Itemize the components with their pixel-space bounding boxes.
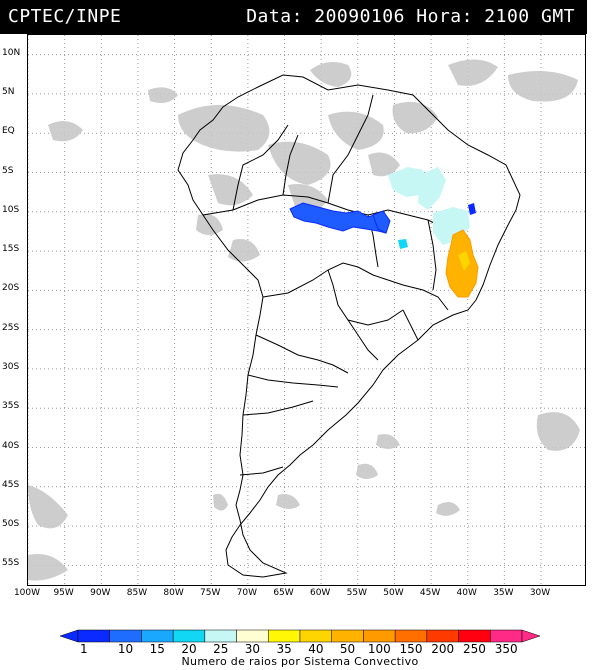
- lat-label: 50S: [2, 519, 20, 530]
- colorbar-boxes: [59, 629, 541, 643]
- colorbar-label: 250: [462, 642, 486, 656]
- lat-label: 5S: [2, 165, 14, 176]
- lon-label: 80W: [163, 588, 184, 598]
- colorbar-label: 200: [431, 642, 455, 656]
- colorbar-box: [299, 629, 332, 643]
- cluster-east-blue: [468, 203, 476, 215]
- colorbar-label: 150: [399, 642, 423, 656]
- colorbar-box: [394, 629, 428, 643]
- lon-label: 45W: [419, 588, 441, 598]
- lat-label: 30S: [2, 361, 20, 372]
- colorbar-box: [426, 629, 459, 643]
- colorbar-box: [331, 629, 364, 643]
- colorbar-label: 40: [308, 642, 324, 656]
- colorbar-label: 10: [117, 642, 134, 656]
- colorbar-arrow-right: [521, 629, 541, 643]
- colorbar-box: [172, 629, 206, 643]
- colorbar-box: [109, 629, 142, 643]
- lon-label: 100W: [13, 588, 41, 598]
- lat-label: 45S: [2, 479, 20, 490]
- datetime-label: Data: 20090106 Hora: 2100 GMT: [246, 6, 575, 27]
- colorbar-arrow-left: [59, 629, 79, 643]
- cluster-amazon-blue-2: [372, 210, 391, 234]
- colorbar-box: [141, 629, 174, 643]
- colorbar-label: 1: [80, 642, 88, 656]
- colorbar-box: [268, 629, 301, 643]
- lat-label: 40S: [2, 440, 20, 451]
- lat-lon-grid: [27, 35, 585, 585]
- lon-label: 65W: [273, 588, 294, 598]
- colorbar-box: [363, 629, 396, 643]
- colorbar-caption: Numero de raios por Sistema Convectivo: [181, 655, 419, 668]
- colorbar-label: 20: [181, 642, 197, 656]
- lon-label: 95W: [53, 588, 74, 598]
- colorbar: [59, 629, 541, 643]
- lat-label: 20S: [2, 283, 20, 294]
- colorbar-label: 30: [244, 642, 261, 656]
- colorbar-box: [236, 629, 269, 643]
- lon-label: 55W: [346, 588, 367, 598]
- lon-label: 50W: [383, 588, 404, 598]
- lat-label: 5N: [2, 86, 15, 97]
- lon-label: 75W: [200, 588, 221, 598]
- colorbar-box: [490, 629, 523, 643]
- lon-label: 90W: [90, 588, 111, 598]
- title-bar: CPTEC/INPE Data: 20090106 Hora: 2100 GMT: [0, 0, 587, 34]
- colorbar-label: 15: [149, 642, 165, 656]
- colorbar-label: 100: [367, 642, 391, 656]
- lat-label: 15S: [2, 244, 20, 255]
- lat-label: 10N: [2, 47, 21, 58]
- lat-label: 35S: [2, 401, 20, 412]
- lon-label: 40W: [456, 588, 477, 598]
- cluster-northeast-cyan: [388, 167, 428, 197]
- colorbar-label: 35: [276, 642, 292, 656]
- source-label: CPTEC/INPE: [8, 6, 122, 27]
- cluster-amazon-blue: [289, 202, 389, 234]
- lon-label: 35W: [493, 588, 514, 598]
- lat-label: 55S: [2, 558, 20, 569]
- convective-systems: [289, 167, 479, 298]
- cluster-small-cyan: [398, 239, 408, 249]
- lon-label: 30W: [529, 588, 551, 598]
- lat-label: EQ: [2, 126, 15, 137]
- lon-label: 70W: [236, 588, 258, 598]
- colorbar-box: [204, 629, 237, 643]
- cluster-northeast-cyan-2: [418, 167, 446, 210]
- cluster-southeast-orange-2: [458, 251, 470, 271]
- lon-label: 60W: [309, 588, 331, 598]
- colorbar-label: 350: [494, 642, 518, 656]
- cloud-cover: [28, 59, 580, 581]
- colorbar-box: [77, 629, 110, 643]
- map-frame: [27, 34, 586, 586]
- colorbar-label: 25: [213, 642, 229, 656]
- lon-label: 85W: [126, 588, 148, 598]
- colorbar-box: [458, 629, 491, 643]
- lat-label: 10S: [2, 204, 20, 215]
- colorbar-label: 50: [339, 642, 356, 656]
- map-canvas: [27, 35, 585, 585]
- lat-label: 25S: [2, 322, 20, 333]
